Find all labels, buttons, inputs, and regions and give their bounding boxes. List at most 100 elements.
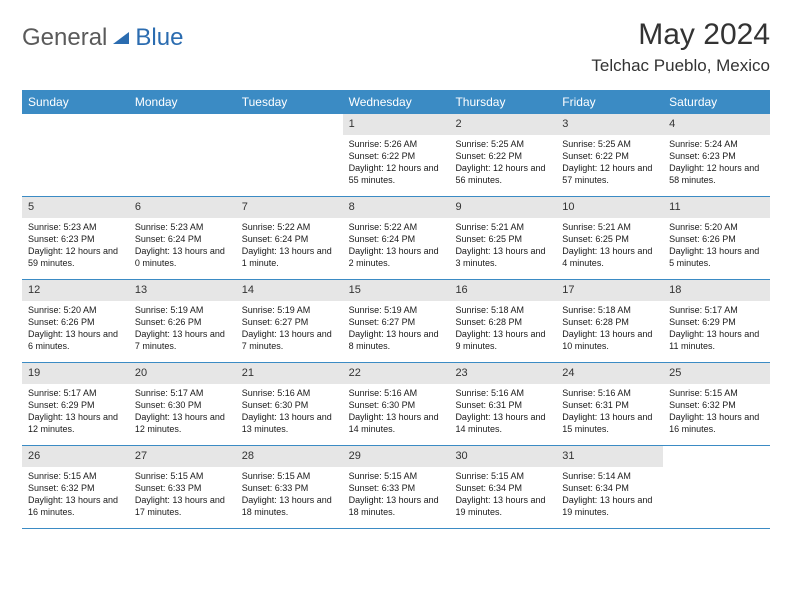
day-body: Sunrise: 5:15 AMSunset: 6:32 PMDaylight:…	[663, 386, 770, 440]
day-body: Sunrise: 5:19 AMSunset: 6:26 PMDaylight:…	[129, 303, 236, 357]
brand-logo: General Blue	[22, 24, 183, 52]
sunset-line: Sunset: 6:33 PM	[349, 482, 444, 494]
calendar: SundayMondayTuesdayWednesdayThursdayFrid…	[22, 90, 770, 529]
day-cell: 28Sunrise: 5:15 AMSunset: 6:33 PMDayligh…	[236, 446, 343, 528]
daylight-line: Daylight: 13 hours and 9 minutes.	[455, 328, 550, 352]
day-cell: 14Sunrise: 5:19 AMSunset: 6:27 PMDayligh…	[236, 280, 343, 362]
day-header: Tuesday	[236, 90, 343, 114]
day-header: Monday	[129, 90, 236, 114]
day-cell: 16 Sunrise: 5:18 AMSunset: 6:28 PMDayligh…	[449, 280, 556, 362]
day-number: 9	[449, 197, 556, 218]
day-header: Sunday	[22, 90, 129, 114]
day-number	[663, 446, 770, 452]
sunset-line: Sunset: 6:29 PM	[669, 316, 764, 328]
sunset-line: Sunset: 6:26 PM	[28, 316, 123, 328]
day-cell	[663, 446, 770, 528]
sunset-line: Sunset: 6:22 PM	[455, 150, 550, 162]
day-body: Sunrise: 5:15 AMSunset: 6:33 PMDaylight:…	[129, 469, 236, 523]
day-body: Sunrise: 5:20 AMSunset: 6:26 PMDaylight:…	[663, 220, 770, 274]
day-cell: 22Sunrise: 5:16 AMSunset: 6:30 PMDayligh…	[343, 363, 450, 445]
day-body: Sunrise: 5:15 AMSunset: 6:33 PMDaylight:…	[343, 469, 450, 523]
sunset-line: Sunset: 6:31 PM	[562, 399, 657, 411]
day-number: 17	[556, 280, 663, 301]
day-body: Sunrise: 5:22 AMSunset: 6:24 PMDaylight:…	[343, 220, 450, 274]
day-cell: 15Sunrise: 5:19 AMSunset: 6:27 PMDayligh…	[343, 280, 450, 362]
daylight-line: Daylight: 13 hours and 4 minutes.	[562, 245, 657, 269]
day-number: 6	[129, 197, 236, 218]
sunrise-line: Sunrise: 5:15 AM	[242, 470, 337, 482]
daylight-line: Daylight: 12 hours and 59 minutes.	[28, 245, 123, 269]
day-body: Sunrise: 5:17 AMSunset: 6:30 PMDaylight:…	[129, 386, 236, 440]
weeks-container: 1Sunrise: 5:26 AMSunset: 6:22 PMDaylight…	[22, 114, 770, 529]
day-number: 27	[129, 446, 236, 467]
sunrise-line: Sunrise: 5:19 AM	[349, 304, 444, 316]
daylight-line: Daylight: 13 hours and 13 minutes.	[242, 411, 337, 435]
sunset-line: Sunset: 6:24 PM	[349, 233, 444, 245]
daylight-line: Daylight: 13 hours and 7 minutes.	[135, 328, 230, 352]
sunrise-line: Sunrise: 5:18 AM	[455, 304, 550, 316]
day-body: Sunrise: 5:24 AMSunset: 6:23 PMDaylight:…	[663, 137, 770, 191]
sunset-line: Sunset: 6:30 PM	[349, 399, 444, 411]
sunset-line: Sunset: 6:26 PM	[135, 316, 230, 328]
week-row: 12Sunrise: 5:20 AMSunset: 6:26 PMDayligh…	[22, 280, 770, 363]
sunrise-line: Sunrise: 5:15 AM	[349, 470, 444, 482]
brand-text-1: General	[22, 24, 107, 52]
day-cell: 19Sunrise: 5:17 AMSunset: 6:29 PMDayligh…	[22, 363, 129, 445]
day-body: Sunrise: 5:26 AMSunset: 6:22 PMDaylight:…	[343, 137, 450, 191]
day-cell: 3Sunrise: 5:25 AMSunset: 6:22 PMDaylight…	[556, 114, 663, 196]
day-cell: 11Sunrise: 5:20 AMSunset: 6:26 PMDayligh…	[663, 197, 770, 279]
day-body: Sunrise: 5:20 AMSunset: 6:26 PMDaylight:…	[22, 303, 129, 357]
day-cell: 7Sunrise: 5:22 AMSunset: 6:24 PMDaylight…	[236, 197, 343, 279]
day-body: Sunrise: 5:22 AMSunset: 6:24 PMDaylight:…	[236, 220, 343, 274]
sunrise-line: Sunrise: 5:14 AM	[562, 470, 657, 482]
sunset-line: Sunset: 6:27 PM	[349, 316, 444, 328]
sunrise-line: Sunrise: 5:23 AM	[135, 221, 230, 233]
sunrise-line: Sunrise: 5:15 AM	[135, 470, 230, 482]
day-cell: 13Sunrise: 5:19 AMSunset: 6:26 PMDayligh…	[129, 280, 236, 362]
day-body: Sunrise: 5:16 AMSunset: 6:31 PMDaylight:…	[556, 386, 663, 440]
day-body: Sunrise: 5:25 AMSunset: 6:22 PMDaylight:…	[449, 137, 556, 191]
day-cell: 24Sunrise: 5:16 AMSunset: 6:31 PMDayligh…	[556, 363, 663, 445]
sunset-line: Sunset: 6:27 PM	[242, 316, 337, 328]
sunset-line: Sunset: 6:34 PM	[562, 482, 657, 494]
sunrise-line: Sunrise: 5:22 AM	[242, 221, 337, 233]
day-cell: 8Sunrise: 5:22 AMSunset: 6:24 PMDaylight…	[343, 197, 450, 279]
day-cell: 9Sunrise: 5:21 AMSunset: 6:25 PMDaylight…	[449, 197, 556, 279]
daylight-line: Daylight: 13 hours and 10 minutes.	[562, 328, 657, 352]
sunrise-line: Sunrise: 5:26 AM	[349, 138, 444, 150]
day-number: 22	[343, 363, 450, 384]
daylight-line: Daylight: 13 hours and 17 minutes.	[135, 494, 230, 518]
day-number: 15	[343, 280, 450, 301]
sunset-line: Sunset: 6:28 PM	[455, 316, 550, 328]
sunrise-line: Sunrise: 5:17 AM	[669, 304, 764, 316]
daylight-line: Daylight: 13 hours and 19 minutes.	[455, 494, 550, 518]
day-number: 16	[449, 280, 556, 301]
day-headers-row: SundayMondayTuesdayWednesdayThursdayFrid…	[22, 90, 770, 114]
day-body: Sunrise: 5:15 AMSunset: 6:32 PMDaylight:…	[22, 469, 129, 523]
day-number: 5	[22, 197, 129, 218]
day-number: 25	[663, 363, 770, 384]
brand-triangle-icon	[111, 28, 131, 48]
sunrise-line: Sunrise: 5:21 AM	[455, 221, 550, 233]
sunrise-line: Sunrise: 5:15 AM	[669, 387, 764, 399]
day-cell: 27Sunrise: 5:15 AMSunset: 6:33 PMDayligh…	[129, 446, 236, 528]
day-body: Sunrise: 5:16 AMSunset: 6:31 PMDaylight:…	[449, 386, 556, 440]
day-number	[236, 114, 343, 120]
sunrise-line: Sunrise: 5:16 AM	[242, 387, 337, 399]
day-number: 30	[449, 446, 556, 467]
sunrise-line: Sunrise: 5:25 AM	[455, 138, 550, 150]
daylight-line: Daylight: 13 hours and 14 minutes.	[455, 411, 550, 435]
day-number: 23	[449, 363, 556, 384]
sunset-line: Sunset: 6:28 PM	[562, 316, 657, 328]
day-cell: 25Sunrise: 5:15 AMSunset: 6:32 PMDayligh…	[663, 363, 770, 445]
day-cell: 30Sunrise: 5:15 AMSunset: 6:34 PMDayligh…	[449, 446, 556, 528]
daylight-line: Daylight: 13 hours and 1 minute.	[242, 245, 337, 269]
day-body: Sunrise: 5:23 AMSunset: 6:24 PMDaylight:…	[129, 220, 236, 274]
title-block: May 2024 Telchac Pueblo, Mexico	[591, 18, 770, 76]
day-body: Sunrise: 5:21 AMSunset: 6:25 PMDaylight:…	[449, 220, 556, 274]
day-number: 26	[22, 446, 129, 467]
sunrise-line: Sunrise: 5:20 AM	[669, 221, 764, 233]
day-body: Sunrise: 5:23 AMSunset: 6:23 PMDaylight:…	[22, 220, 129, 274]
sunrise-line: Sunrise: 5:25 AM	[562, 138, 657, 150]
sunset-line: Sunset: 6:29 PM	[28, 399, 123, 411]
